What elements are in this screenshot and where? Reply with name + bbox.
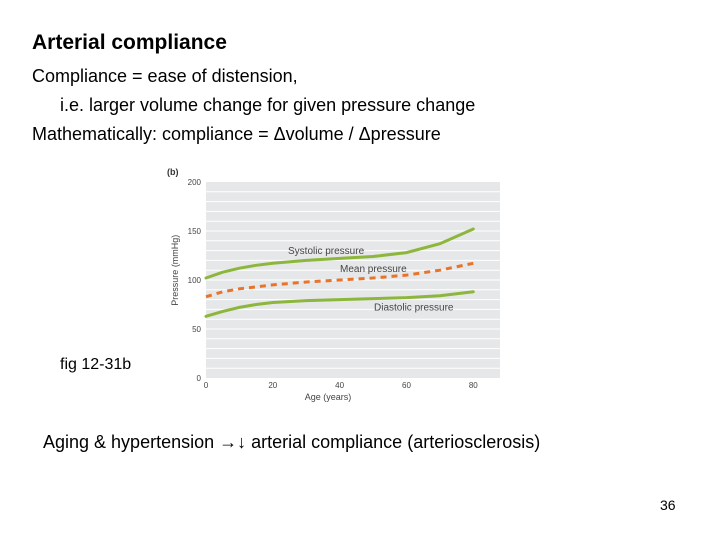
panel-label: (b): [167, 167, 179, 177]
y-tick-label: 150: [188, 227, 202, 236]
x-tick-label: 60: [402, 381, 411, 390]
x-tick-label: 80: [469, 381, 478, 390]
series-label: Systolic pressure: [288, 246, 365, 257]
compliance-definition: Compliance = ease of distension,: [32, 66, 298, 86]
x-tick-label: 40: [335, 381, 344, 390]
aging-prefix: Aging & hypertension: [43, 432, 220, 452]
y-tick-label: 0: [197, 374, 202, 383]
y-tick-label: 50: [192, 325, 201, 334]
x-tick-label: 0: [204, 381, 209, 390]
pressure-age-figure: 0 50 100 150 200 0 20 40 60 80 Systolic pressure M…: [160, 162, 505, 408]
x-axis-label: Age (years): [305, 392, 352, 402]
tick-labels: 0 50 100 150 200 0 20 40 60 80: [188, 178, 479, 390]
series-lines: [204, 227, 475, 318]
y-tick-label: 100: [188, 276, 202, 285]
page-number: 36: [660, 497, 676, 513]
series-label: Mean pressure: [340, 264, 407, 275]
series-labels: Systolic pressure Mean pressure Diastolic …: [288, 246, 454, 314]
series-line-systolic-pressure: [204, 227, 475, 280]
series-label: Diastolic pressure: [374, 303, 454, 314]
series-line-diastolic-pressure: [204, 290, 475, 318]
pressure-age-chart: 0 50 100 150 200 0 20 40 60 80 Systolic pressure M…: [167, 167, 500, 402]
y-tick-label: 200: [188, 178, 202, 187]
x-tick-label: 20: [268, 381, 277, 390]
series-line-mean-pressure: [205, 261, 474, 299]
arrow-right-down-icon: →↓: [219, 432, 247, 452]
compliance-explanation: i.e. larger volume change for given pres…: [60, 95, 476, 115]
figure-caption: fig 12-31b: [60, 356, 132, 373]
slide-title: Arterial compliance: [32, 31, 227, 54]
y-axis-label: Pressure (mmHg): [170, 235, 180, 306]
aging-suffix: arterial compliance (arteriosclerosis): [246, 432, 541, 452]
aging-statement: Aging & hypertension →↓ arterial complia…: [43, 432, 540, 453]
compliance-formula: Mathematically: compliance = Δvolume / Δ…: [32, 124, 441, 144]
